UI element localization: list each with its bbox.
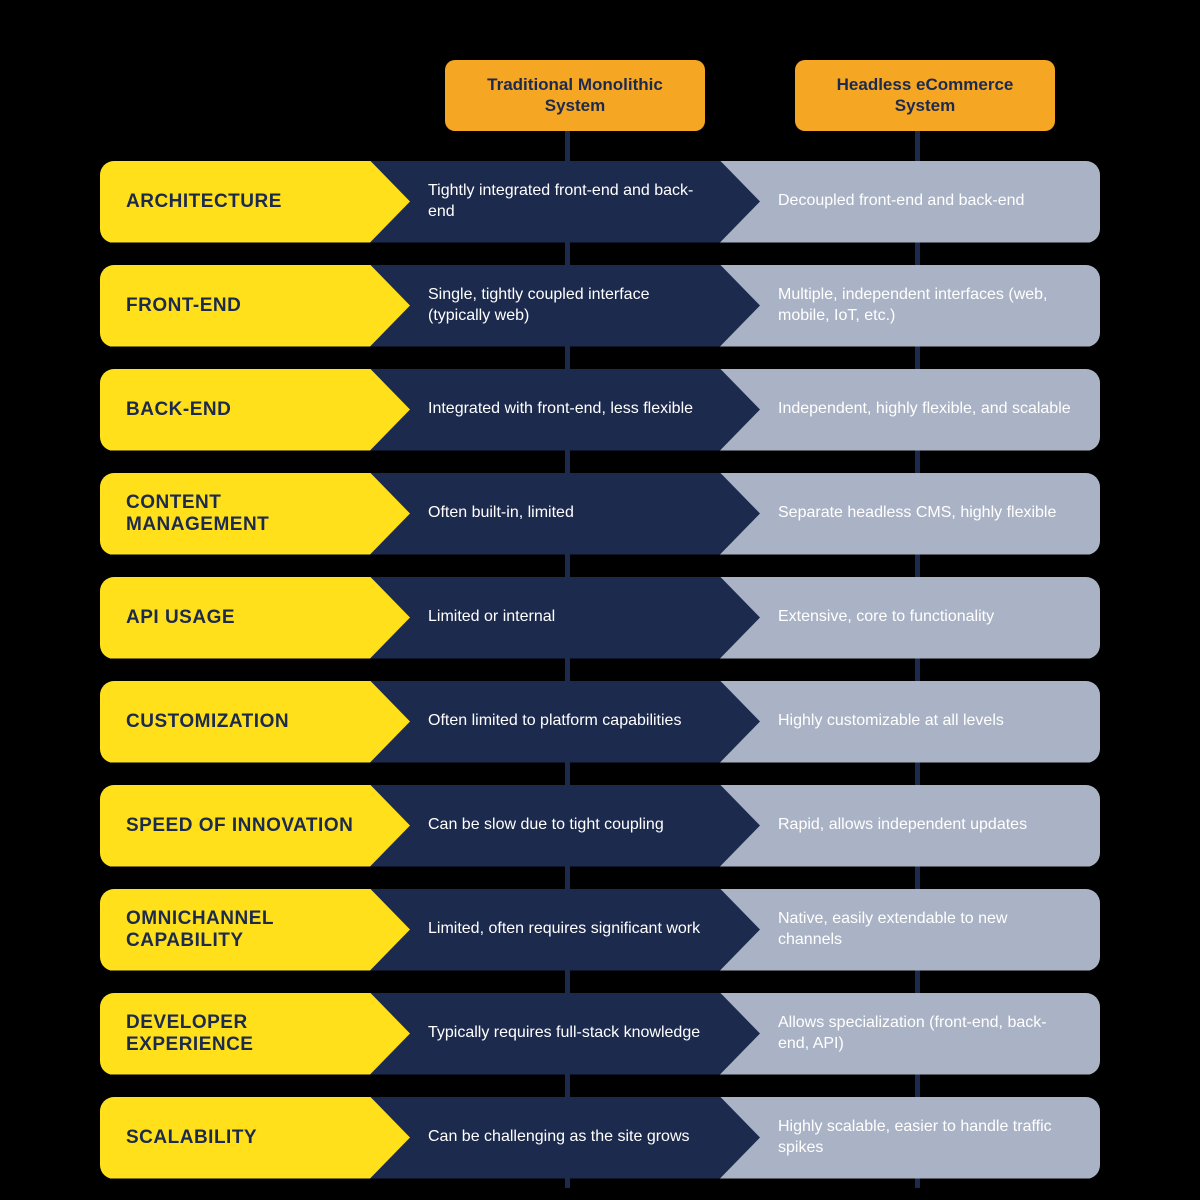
row-monolithic-cell: Typically requires full-stack knowledge	[368, 993, 760, 1075]
monolithic-text: Integrated with front-end, less flexible	[428, 399, 693, 420]
row-headless-cell: Decoupled front-end and back-end	[718, 161, 1100, 243]
row-headless-cell: Multiple, independent interfaces (web, m…	[718, 265, 1100, 347]
monolithic-text: Can be challenging as the site grows	[428, 1127, 690, 1148]
header-monolithic: Traditional Monolithic System	[445, 60, 705, 131]
category-text: CUSTOMIZATION	[126, 711, 289, 733]
row-headless-cell: Highly scalable, easier to handle traffi…	[718, 1097, 1100, 1179]
row-headless-cell: Native, easily extend­able to new channe…	[718, 889, 1100, 971]
row-category-label: API USAGE	[100, 577, 410, 659]
headless-text: Rapid, allows independent updates	[778, 815, 1027, 836]
headless-text: Native, easily extend­able to new channe…	[778, 909, 1074, 951]
comparison-row: Independent, highly flexible, and scalab…	[100, 369, 1100, 451]
headless-text: Separate headless CMS, highly flexible	[778, 503, 1056, 524]
monolithic-text: Typically requires full-stack knowledge	[428, 1023, 700, 1044]
row-headless-cell: Allows specialization (front-end, back-e…	[718, 993, 1100, 1075]
headless-text: Multiple, independent interfaces (web, m…	[778, 285, 1074, 327]
monolithic-text: Limited or internal	[428, 607, 555, 628]
row-category-label: OMNICHANNEL CAPABILITY	[100, 889, 410, 971]
header-spacer	[100, 60, 400, 131]
comparison-row: Rapid, allows independent updates Can be …	[100, 785, 1100, 867]
row-headless-cell: Rapid, allows independent updates	[718, 785, 1100, 867]
row-monolithic-cell: Limited, often requires significant work	[368, 889, 760, 971]
row-monolithic-cell: Integrated with front-end, less flexible	[368, 369, 760, 451]
headless-text: Extensive, core to functionality	[778, 607, 994, 628]
row-category-label: ARCHITECTURE	[100, 161, 410, 243]
monolithic-text: Tightly integrated front-end and back-en…	[428, 181, 710, 223]
comparison-row: Highly scalable, easier to handle traffi…	[100, 1097, 1100, 1179]
row-category-label: BACK-END	[100, 369, 410, 451]
header-headless: Headless eCommerce System	[795, 60, 1055, 131]
row-category-label: CUSTOMIZATION	[100, 681, 410, 763]
category-text: SPEED OF INNOVATION	[126, 815, 353, 837]
monolithic-text: Limited, often requires significant work	[428, 919, 700, 940]
column-headers: Traditional Monolithic System Headless e…	[100, 60, 1100, 131]
row-category-label: FRONT-END	[100, 265, 410, 347]
row-monolithic-cell: Often built-in, limited	[368, 473, 760, 555]
headless-text: Highly scalable, easier to handle traffi…	[778, 1117, 1074, 1159]
comparison-row: Decoupled front-end and back-end Tightly …	[100, 161, 1100, 243]
comparison-row: Allows specialization (front-end, back-e…	[100, 993, 1100, 1075]
comparison-row: Highly customizable at all levels Often l…	[100, 681, 1100, 763]
headless-text: Allows specialization (front-end, back-e…	[778, 1013, 1074, 1055]
category-text: ARCHITECTURE	[126, 191, 282, 213]
category-text: BACK-END	[126, 399, 231, 421]
monolithic-text: Often built-in, limited	[428, 503, 574, 524]
comparison-row: Separate headless CMS, highly flexible Of…	[100, 473, 1100, 555]
row-headless-cell: Independent, highly flexible, and scalab…	[718, 369, 1100, 451]
headless-text: Highly customizable at all levels	[778, 711, 1004, 732]
category-text: OMNICHANNEL CAPABILITY	[126, 908, 360, 952]
headless-text: Independent, highly flexible, and scalab…	[778, 399, 1071, 420]
row-headless-cell: Highly customizable at all levels	[718, 681, 1100, 763]
monolithic-text: Can be slow due to tight coupling	[428, 815, 664, 836]
comparison-table: Traditional Monolithic System Headless e…	[100, 60, 1100, 1179]
comparison-row: Native, easily extend­able to new channe…	[100, 889, 1100, 971]
row-monolithic-cell: Often limited to platform capabilities	[368, 681, 760, 763]
category-text: FRONT-END	[126, 295, 241, 317]
monolithic-text: Often limited to platform capabilities	[428, 711, 681, 732]
row-monolithic-cell: Single, tightly coupled interface (typic…	[368, 265, 760, 347]
category-text: DEVELOPER EXPERIENCE	[126, 1012, 360, 1056]
category-text: SCALABILITY	[126, 1127, 257, 1149]
category-text: CONTENT MANAGEMENT	[126, 492, 360, 536]
comparison-row: Multiple, independent interfaces (web, m…	[100, 265, 1100, 347]
category-text: API USAGE	[126, 607, 235, 629]
row-category-label: SPEED OF INNOVATION	[100, 785, 410, 867]
comparison-row: Extensive, core to functionality Limited …	[100, 577, 1100, 659]
row-monolithic-cell: Limited or internal	[368, 577, 760, 659]
row-monolithic-cell: Tightly integrated front-end and back-en…	[368, 161, 760, 243]
rows-container: Decoupled front-end and back-end Tightly …	[100, 161, 1100, 1179]
row-monolithic-cell: Can be challenging as the site grows	[368, 1097, 760, 1179]
row-category-label: DEVELOPER EXPERIENCE	[100, 993, 410, 1075]
row-monolithic-cell: Can be slow due to tight coupling	[368, 785, 760, 867]
row-category-label: SCALABILITY	[100, 1097, 410, 1179]
row-category-label: CONTENT MANAGEMENT	[100, 473, 410, 555]
headless-text: Decoupled front-end and back-end	[778, 191, 1024, 212]
monolithic-text: Single, tightly coupled interface (typic…	[428, 285, 710, 327]
row-headless-cell: Extensive, core to functionality	[718, 577, 1100, 659]
row-headless-cell: Separate headless CMS, highly flexible	[718, 473, 1100, 555]
